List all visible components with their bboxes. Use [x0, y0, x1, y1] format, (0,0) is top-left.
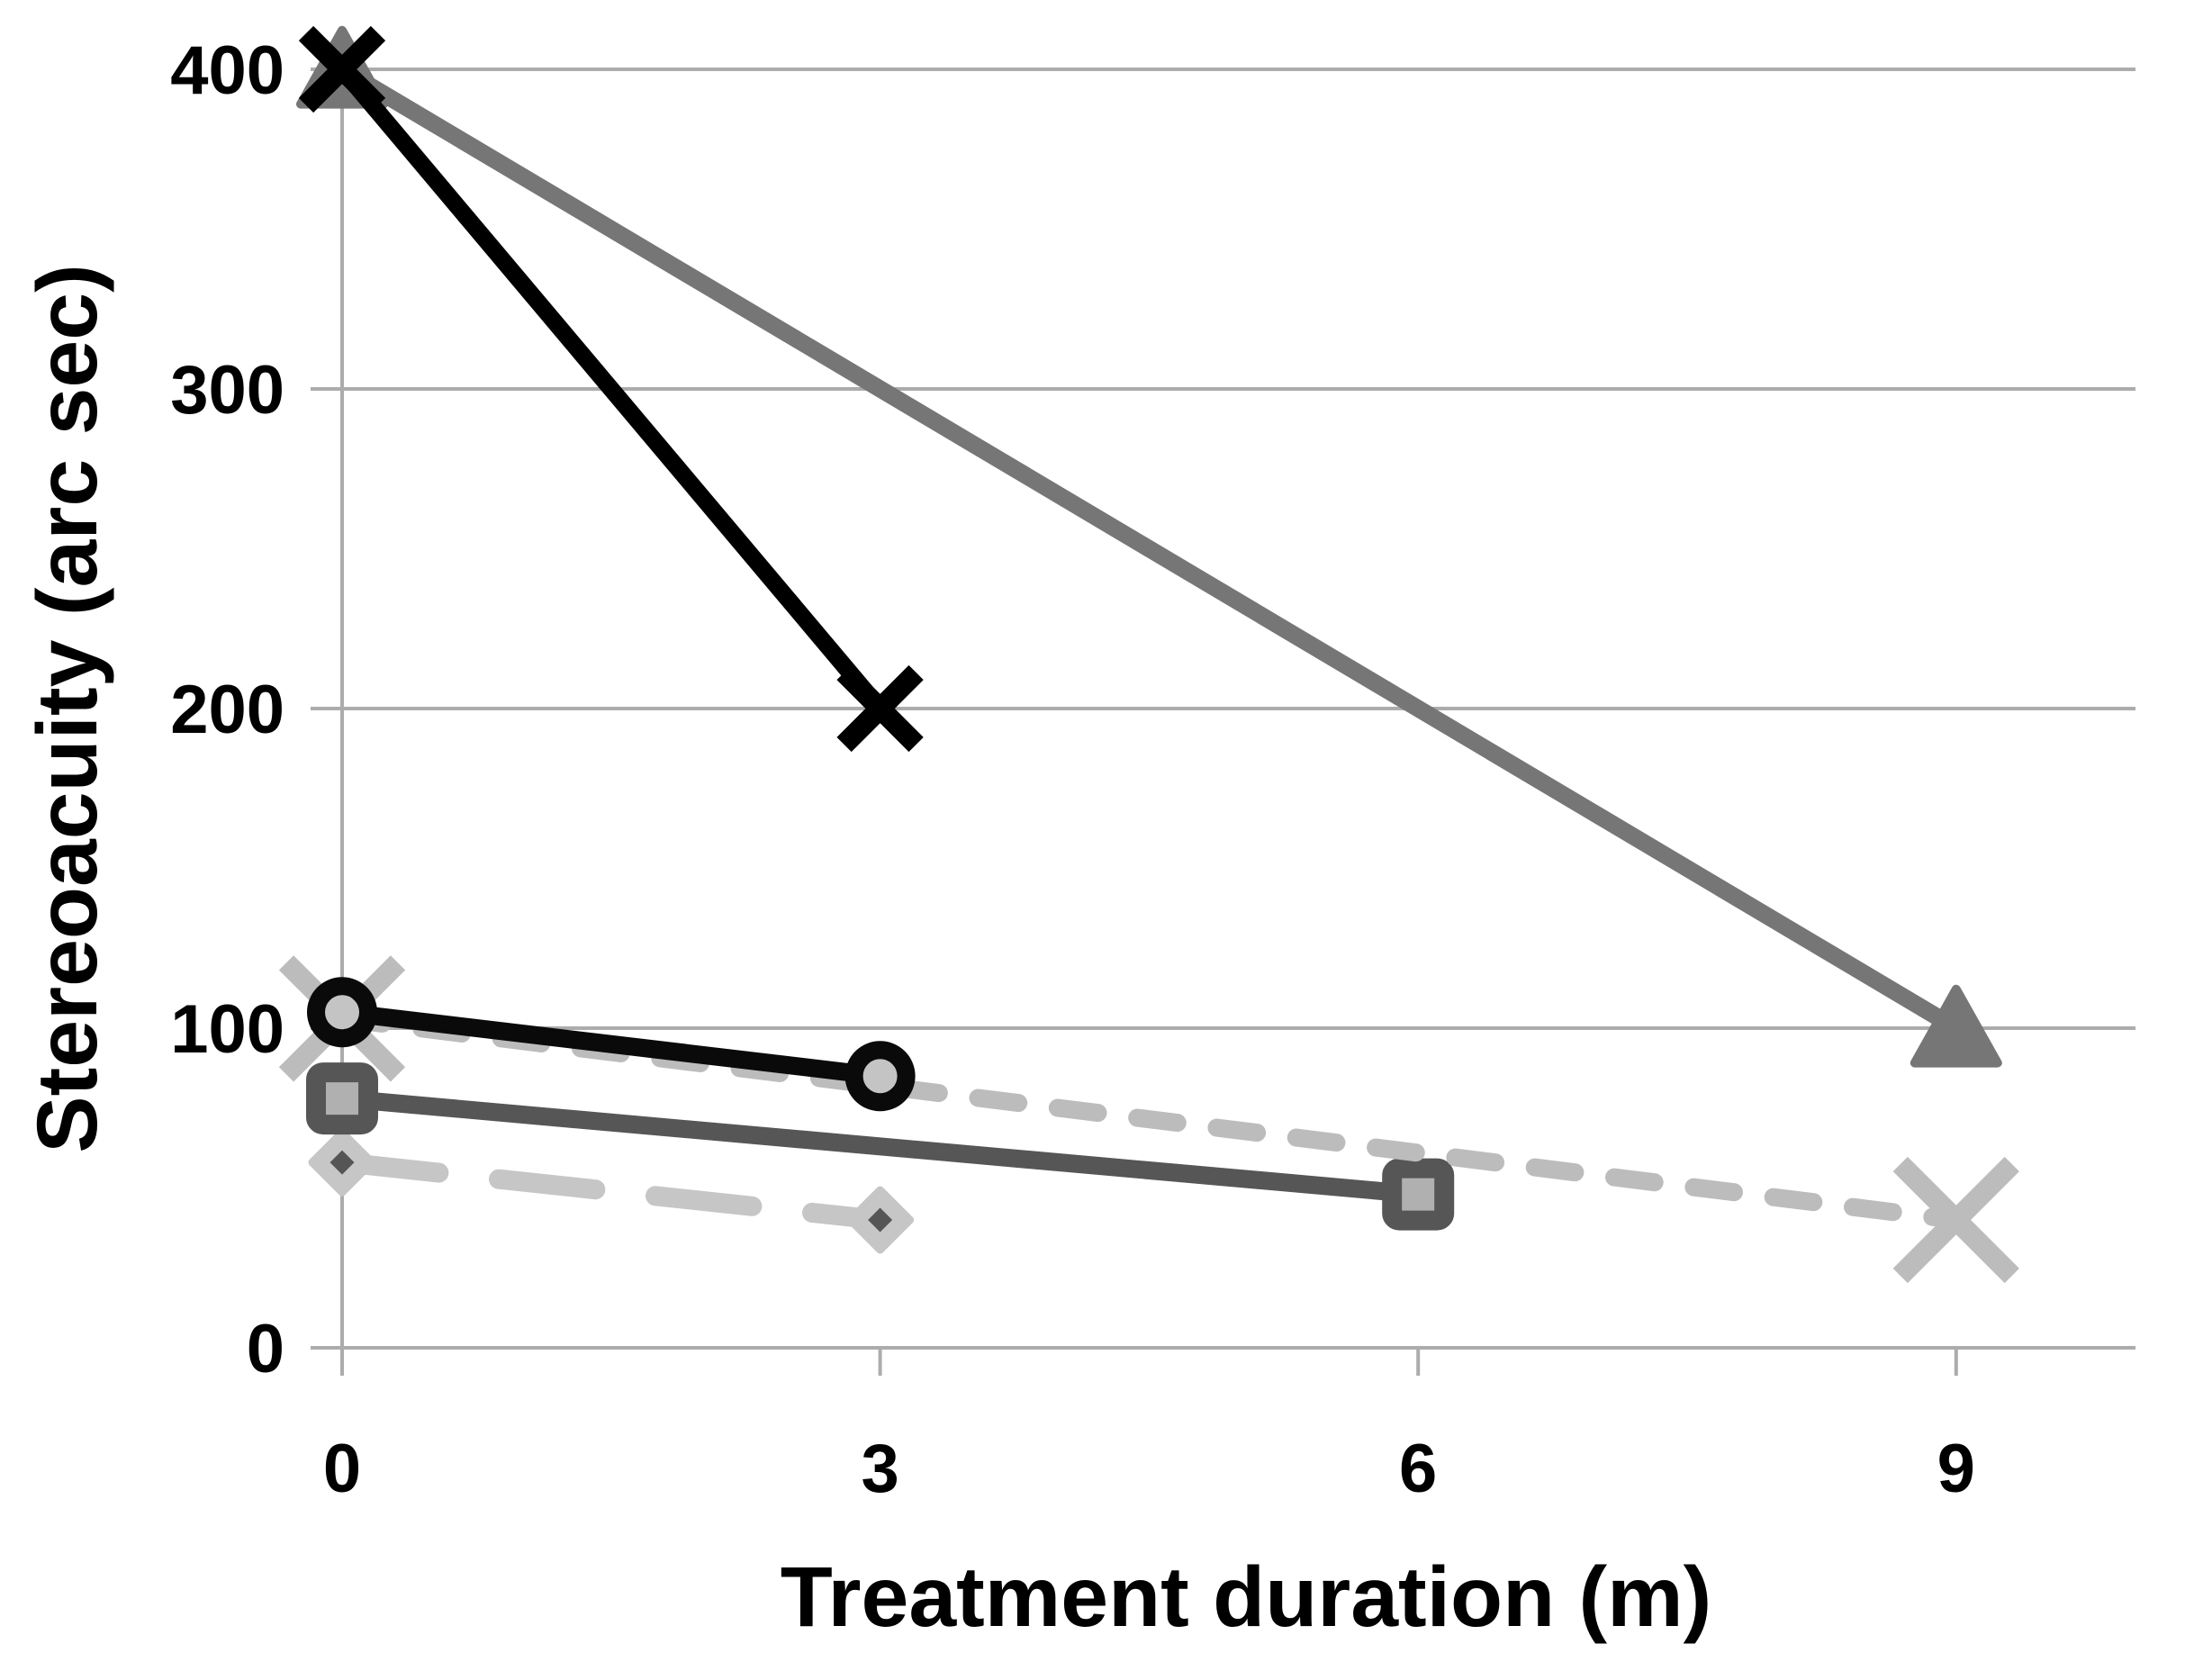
y-tick-label-200: 200 — [170, 672, 284, 748]
line-black-circle — [340, 1003, 881, 1086]
x-tick-label-6: 6 — [1399, 1431, 1437, 1507]
x-tick-label-9: 9 — [1937, 1431, 1975, 1507]
marker-x-black-x — [298, 25, 386, 113]
marker-ring-black-circle — [844, 1041, 916, 1112]
series-black-circle — [307, 977, 916, 1112]
line-lightgray-diamond — [332, 1152, 890, 1230]
x-tick-label-3: 3 — [861, 1431, 898, 1507]
series-gray-triangle — [296, 25, 2002, 1068]
marker-x-black-x — [836, 664, 924, 753]
marker-diamond-inner-lightgray-diamond — [868, 1207, 893, 1233]
series-layer — [278, 25, 2019, 1284]
marker-square-darkgray-square — [306, 1062, 378, 1135]
y-axis-title: Stereoacuity (arc sec) — [20, 264, 115, 1152]
x-tick-label-0: 0 — [323, 1431, 361, 1507]
marker-square-darkgray-square — [1382, 1158, 1455, 1231]
line-darkgray-square — [341, 1089, 1420, 1204]
series-darkgray-square — [306, 1062, 1455, 1231]
y-tick-label-100: 100 — [170, 991, 284, 1068]
marker-triangle-gray-triangle — [1910, 984, 2002, 1068]
series-lightgray-diamond — [308, 1128, 915, 1254]
line-gray-triangle — [338, 61, 1961, 1036]
x-axis-title: Treatment duration (m) — [781, 1549, 1712, 1645]
y-tick-label-0: 0 — [247, 1311, 284, 1387]
y-tick-label-400: 400 — [170, 32, 284, 109]
marker-x-lightgray-dashed-x — [1892, 1156, 2019, 1284]
marker-ring-black-circle — [307, 977, 377, 1048]
marker-diamond-inner-lightgray-diamond — [330, 1150, 355, 1175]
tick-label-layer: 0 100 200 300 400 0 3 6 9 — [170, 32, 1975, 1507]
y-tick-label-300: 300 — [170, 352, 284, 429]
series-black-x — [298, 25, 924, 753]
line-black-x — [335, 63, 887, 715]
